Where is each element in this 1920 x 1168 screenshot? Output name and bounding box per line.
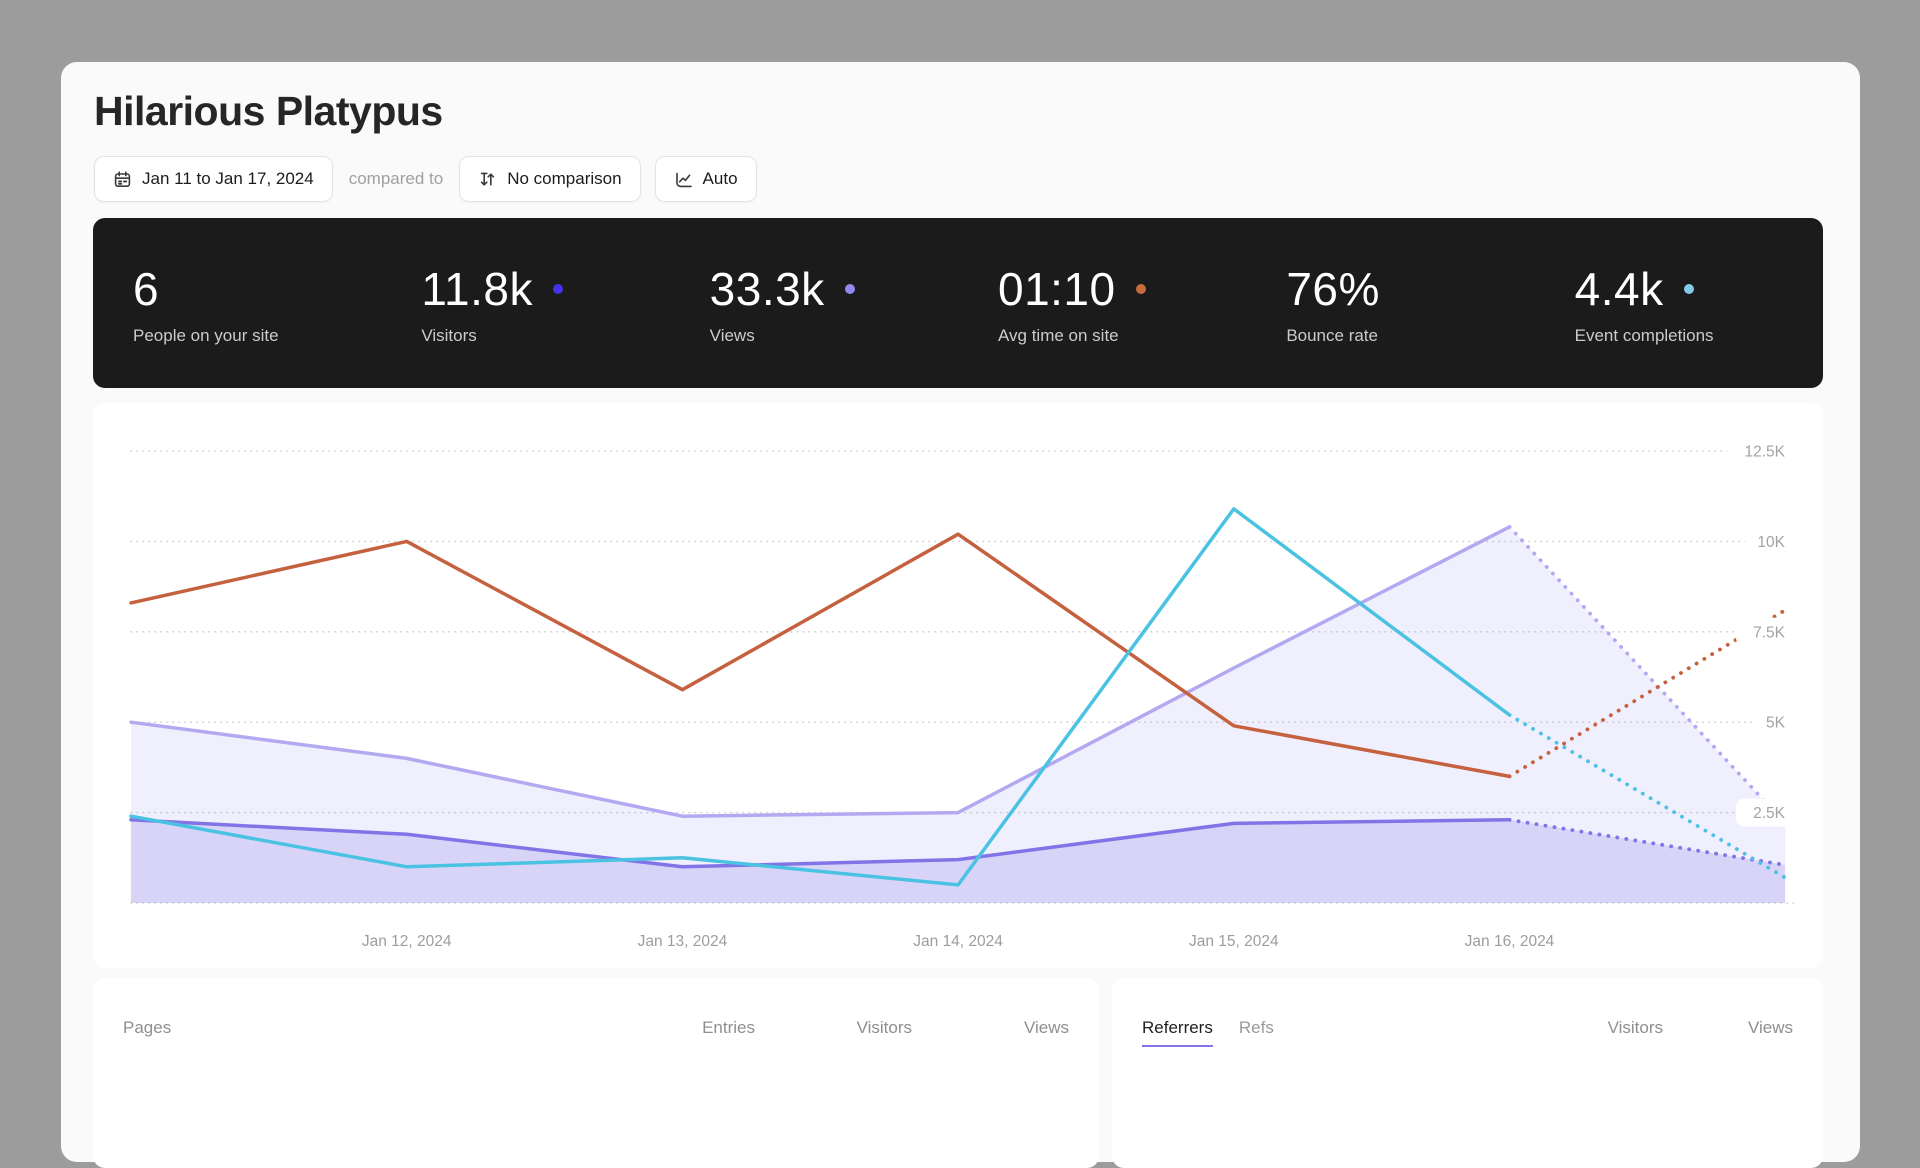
stats-bar: 6 People on your site 11.8k Visitors 33.… bbox=[93, 218, 1823, 388]
stat-label: Views bbox=[709, 326, 755, 345]
area-visitors bbox=[131, 819, 1786, 903]
line-visitors bbox=[129, 818, 1512, 869]
scale-label: Auto bbox=[702, 169, 738, 188]
comparison-button[interactable]: No comparison bbox=[459, 156, 641, 202]
stat-event-completions: 4.4k Event completions bbox=[1535, 218, 1823, 388]
column-header-entries[interactable]: Entries bbox=[702, 1018, 755, 1037]
x-axis-label: Jan 13, 2024 bbox=[638, 933, 728, 950]
page-title: Hilarious Platypus bbox=[94, 88, 443, 134]
stat-value: 6 bbox=[133, 263, 160, 315]
date-range-button[interactable]: Jan 11 to Jan 17, 2024 bbox=[94, 156, 333, 202]
x-axis-label: Jan 14, 2024 bbox=[913, 933, 1003, 950]
events-series-dot bbox=[1683, 284, 1694, 294]
stat-value: 01:10 bbox=[997, 263, 1116, 315]
avg-time-series-dot bbox=[1135, 284, 1146, 294]
stat-bounce-rate: 76% Bounce rate bbox=[1246, 218, 1534, 388]
pages-panel-title: Pages bbox=[123, 1018, 172, 1037]
stat-label: Event completions bbox=[1574, 326, 1714, 345]
tab-refs[interactable]: Refs bbox=[1238, 1018, 1274, 1037]
comparison-arrows-icon bbox=[478, 170, 497, 189]
stat-avg-time: 01:10 Avg time on site bbox=[958, 218, 1246, 388]
chart-canvas: 2.5K 5K 7.5K 10K 12.5K Jan 12, 2024 Jan 13, 20… bbox=[129, 437, 1799, 950]
referrers-panel: Referrers Refs Visitors Views bbox=[1112, 978, 1823, 1168]
stat-label: Visitors bbox=[421, 326, 477, 345]
stat-views: 33.3k Views bbox=[670, 218, 958, 388]
column-header-visitors[interactable]: Visitors bbox=[856, 1018, 912, 1037]
visitors-series-dot bbox=[552, 284, 563, 294]
y-axis-label: 12.5K bbox=[1744, 444, 1785, 461]
compared-to-label: compared to bbox=[348, 169, 444, 188]
column-header-views[interactable]: Views bbox=[1023, 1018, 1069, 1037]
y-axis-label-pill bbox=[1736, 798, 1794, 827]
y-axis-label: 7.5K bbox=[1753, 624, 1786, 641]
y-axis-label-pill bbox=[1745, 527, 1794, 556]
stat-label: People on your site bbox=[133, 326, 279, 345]
y-axis-label: 10K bbox=[1757, 534, 1785, 551]
scale-button[interactable]: Auto bbox=[654, 156, 757, 202]
x-axis-label: Jan 16, 2024 bbox=[1465, 933, 1555, 950]
views-series-dot bbox=[844, 284, 855, 294]
y-axis-label-pill bbox=[1754, 708, 1794, 737]
pages-panel: Pages Entries Visitors Views bbox=[93, 978, 1099, 1168]
stat-value: 11.8k bbox=[421, 263, 533, 315]
y-axis-label-pill bbox=[1736, 617, 1794, 646]
stat-label: Avg time on site bbox=[997, 326, 1119, 345]
area-views bbox=[131, 526, 1786, 903]
line-chart-icon bbox=[674, 170, 693, 189]
x-axis-label: Jan 15, 2024 bbox=[1189, 933, 1279, 950]
line-views bbox=[129, 525, 1512, 818]
calendar-icon bbox=[113, 170, 132, 189]
tab-referrers[interactable]: Referrers bbox=[1142, 1018, 1213, 1047]
dashboard-card: Hilarious Platypus Jan 11 to Jan 17, 202… bbox=[61, 62, 1860, 1168]
projected-line-views bbox=[1507, 525, 1788, 826]
stat-value: 4.4k bbox=[1574, 263, 1664, 315]
projected-line-avg-time-on-site bbox=[1507, 608, 1788, 779]
stat-value: 33.3k bbox=[709, 263, 825, 315]
line-avg-time-on-site bbox=[129, 532, 1512, 779]
y-axis-label: 2.5K bbox=[1753, 805, 1786, 822]
date-range-label: Jan 11 to Jan 17, 2024 bbox=[142, 169, 314, 188]
stat-label: Bounce rate bbox=[1286, 326, 1378, 345]
comparison-label: No comparison bbox=[507, 169, 622, 188]
column-header-visitors[interactable]: Visitors bbox=[1607, 1018, 1663, 1037]
projected-line-visitors bbox=[1507, 817, 1788, 867]
y-axis-label: 5K bbox=[1766, 715, 1786, 732]
line-event-completions bbox=[129, 507, 1512, 887]
projected-line-event-completions bbox=[1507, 713, 1788, 880]
stat-people-on-site: 6 People on your site bbox=[93, 218, 381, 388]
column-header-views[interactable]: Views bbox=[1747, 1018, 1793, 1037]
toolbar: Jan 11 to Jan 17, 2024 compared to No co… bbox=[94, 156, 757, 202]
traffic-chart[interactable]: 2.5K 5K 7.5K 10K 12.5K Jan 12, 2024 Jan 13, 20… bbox=[93, 403, 1823, 968]
stat-visitors: 11.8k Visitors bbox=[381, 218, 669, 388]
stat-value: 76% bbox=[1286, 263, 1380, 315]
x-axis-label: Jan 12, 2024 bbox=[362, 933, 452, 950]
y-axis-label-pill bbox=[1727, 437, 1794, 465]
